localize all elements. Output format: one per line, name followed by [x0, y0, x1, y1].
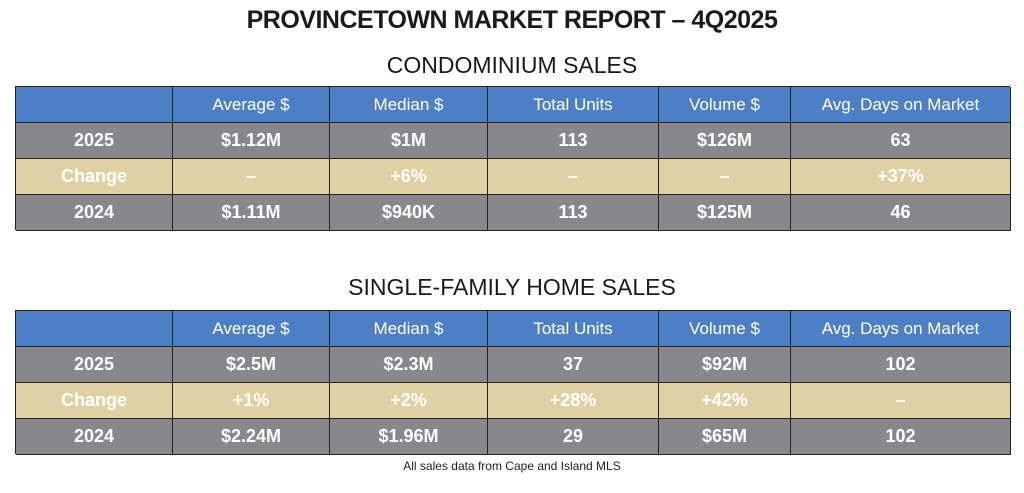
- column-header: Avg. Days on Market: [791, 87, 1011, 123]
- data-cell: $2.24M: [173, 419, 330, 455]
- data-cell: –: [791, 383, 1011, 419]
- data-table: Average $ Median $ Total Units Volume $ Avg.…: [15, 86, 1011, 231]
- column-header: Average $: [173, 311, 330, 347]
- data-cell: 102: [791, 419, 1011, 455]
- data-cell: $2.3M: [330, 347, 488, 383]
- data-cell: +42%: [659, 383, 791, 419]
- data-cell: $2.5M: [173, 347, 330, 383]
- data-cell: $65M: [659, 419, 791, 455]
- data-cell: +1%: [173, 383, 330, 419]
- row-label: Change: [16, 383, 173, 419]
- data-cell: 37: [488, 347, 659, 383]
- table-title: CONDOMINIUM SALES: [386, 52, 638, 78]
- data-cell: $125M: [659, 195, 791, 231]
- data-cell: +37%: [791, 159, 1011, 195]
- row-label: 2025: [16, 123, 173, 159]
- row-label: 2024: [16, 419, 173, 455]
- data-cell: –: [488, 159, 659, 195]
- data-cell: +2%: [330, 383, 488, 419]
- data-cell: +28%: [488, 383, 659, 419]
- data-cell: 63: [791, 123, 1011, 159]
- data-cell: $1.12M: [173, 123, 330, 159]
- data-cell: –: [173, 159, 330, 195]
- column-header: Total Units: [488, 87, 659, 123]
- data-cell: $1M: [330, 123, 488, 159]
- data-table: Average $ Median $ Total Units Volume $ Avg.…: [15, 310, 1011, 455]
- header-corner: [16, 311, 173, 347]
- footer-note: All sales data from Cape and Island MLS: [403, 459, 621, 473]
- data-cell: 46: [791, 195, 1011, 231]
- data-cell: $126M: [659, 123, 791, 159]
- row-label: 2024: [16, 195, 173, 231]
- row-label: Change: [16, 159, 173, 195]
- data-cell: 29: [488, 419, 659, 455]
- report-title: PROVINCETOWN MARKET REPORT – 4Q2025: [246, 6, 778, 34]
- column-header: Avg. Days on Market: [791, 311, 1011, 347]
- column-header: Volume $: [659, 311, 791, 347]
- data-cell: –: [659, 159, 791, 195]
- column-header: Average $: [173, 87, 330, 123]
- data-cell: +6%: [330, 159, 488, 195]
- data-cell: $940K: [330, 195, 488, 231]
- data-cell: 102: [791, 347, 1011, 383]
- header-corner: [16, 87, 173, 123]
- data-cell: 113: [488, 195, 659, 231]
- data-cell: $92M: [659, 347, 791, 383]
- data-cell: $1.11M: [173, 195, 330, 231]
- column-header: Median $: [330, 311, 488, 347]
- data-cell: 113: [488, 123, 659, 159]
- column-header: Total Units: [488, 311, 659, 347]
- row-label: 2025: [16, 347, 173, 383]
- column-header: Median $: [330, 87, 488, 123]
- table-title: SINGLE-FAMILY HOME SALES: [348, 274, 676, 300]
- column-header: Volume $: [659, 87, 791, 123]
- data-cell: $1.96M: [330, 419, 488, 455]
